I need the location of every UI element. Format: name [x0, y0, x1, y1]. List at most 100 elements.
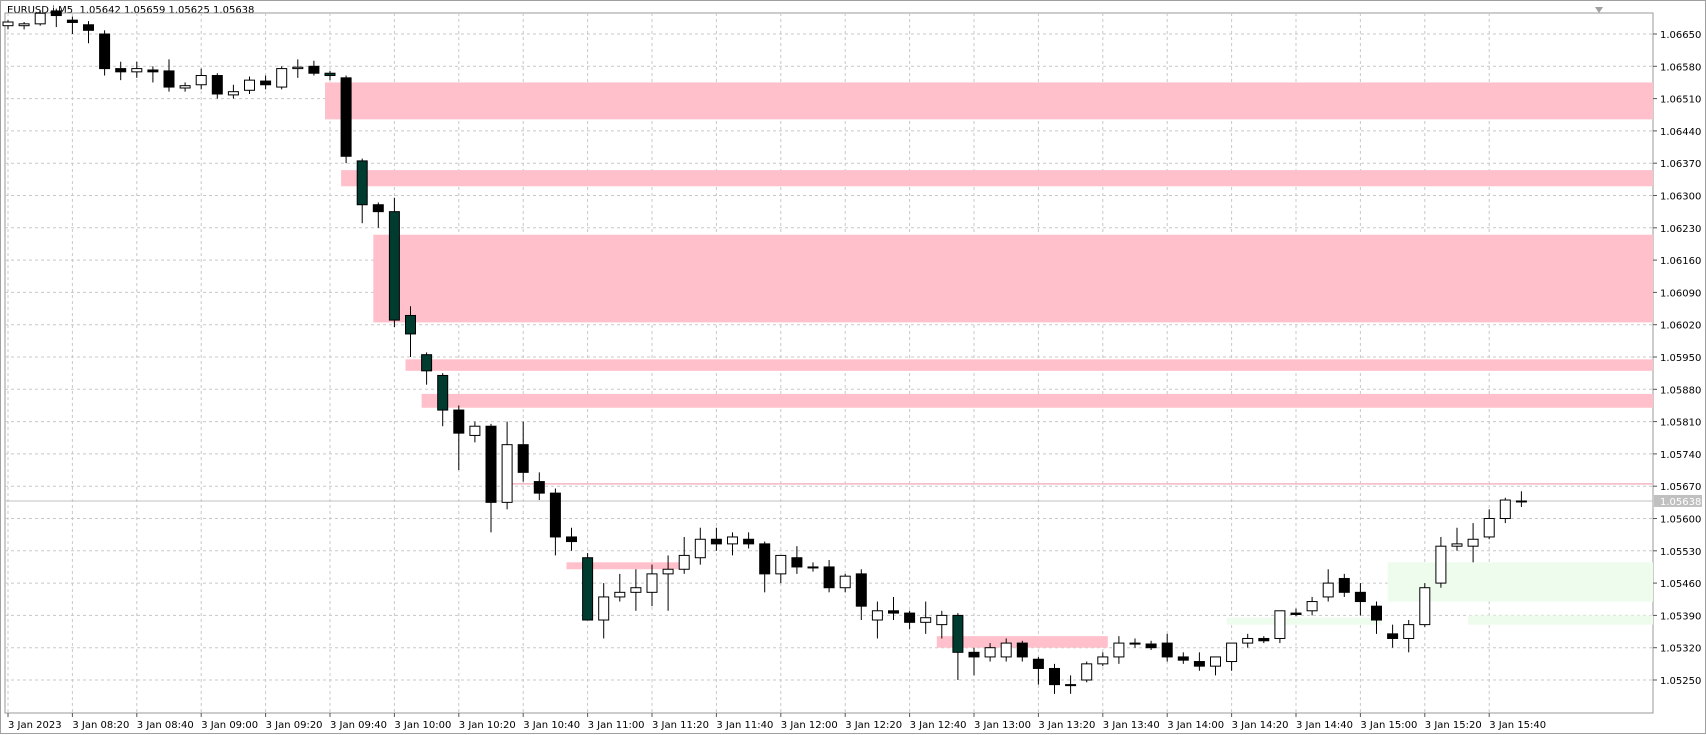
- candle-body: [469, 425, 481, 436]
- candle-body: [1065, 684, 1077, 687]
- candle-body: [83, 24, 94, 31]
- candle-body: [340, 77, 352, 157]
- x-tick-label: 3 Jan 2023: [8, 720, 62, 731]
- candle-body: [1322, 582, 1334, 598]
- x-tick-label: 3 Jan 09:40: [330, 720, 387, 731]
- y-tick-label: 1.06580: [1660, 62, 1701, 73]
- candle-body: [1097, 656, 1109, 665]
- y-tick-label: 1.06020: [1660, 321, 1701, 332]
- x-tick-label: 3 Jan 11:20: [652, 720, 709, 731]
- x-tick-label: 3 Jan 15:40: [1489, 720, 1546, 731]
- candle-body: [501, 444, 513, 503]
- current-price-label: 1.05638: [1660, 497, 1701, 508]
- candle-body: [1000, 642, 1012, 658]
- candle-body: [549, 492, 561, 538]
- y-tick-label: 1.06440: [1660, 127, 1701, 138]
- candle-body: [179, 85, 191, 89]
- candle-body: [1419, 587, 1431, 626]
- candle-body: [1210, 656, 1221, 667]
- candle-body: [710, 538, 722, 545]
- candle-body: [598, 596, 610, 621]
- y-tick-label: 1.06160: [1660, 256, 1701, 267]
- candle-body: [791, 557, 803, 568]
- candle-body: [775, 554, 787, 575]
- y-tick-label: 1.06370: [1660, 159, 1701, 170]
- chart-info-header: EURUSD.i,M5 1.05642 1.05659 1.05625 1.05…: [7, 5, 254, 16]
- candle-body: [115, 68, 127, 73]
- candle-body: [1435, 545, 1447, 584]
- candle-body: [1258, 637, 1270, 642]
- candle-body: [888, 610, 899, 614]
- candle-body: [50, 10, 62, 17]
- candle-body: [18, 23, 30, 27]
- y-tick-label: 1.05390: [1660, 611, 1701, 622]
- ohlc-values: 1.05642 1.05659 1.05625 1.05638: [79, 5, 255, 16]
- candle-body: [1274, 610, 1286, 639]
- x-tick-label: 3 Jan 14:40: [1296, 720, 1353, 731]
- bullish-zone: [1387, 562, 1653, 602]
- candle-body: [66, 19, 78, 23]
- candle-body: [1129, 642, 1141, 645]
- candle-body: [1081, 663, 1093, 681]
- x-tick-label: 3 Jan 12:00: [781, 720, 838, 731]
- candle-body: [227, 91, 239, 96]
- x-tick-label: 3 Jan 08:20: [72, 720, 129, 731]
- candle-body: [1016, 642, 1028, 658]
- y-tick-label: 1.05810: [1660, 418, 1701, 429]
- y-tick-label: 1.05460: [1660, 579, 1701, 590]
- candle-body: [1338, 577, 1350, 593]
- y-tick-label: 1.06300: [1660, 192, 1701, 203]
- candle-body: [388, 211, 400, 321]
- x-tick-label: 3 Jan 11:00: [588, 720, 645, 731]
- bearish-zone: [373, 234, 1653, 323]
- candle-body: [823, 566, 835, 589]
- bearish-zone: [341, 170, 1654, 187]
- candle-body: [1371, 605, 1382, 621]
- candle-body: [292, 66, 304, 70]
- bullish-zone: [1468, 615, 1653, 625]
- candle-body: [99, 33, 111, 70]
- y-tick-label: 1.06510: [1660, 95, 1701, 106]
- x-tick-label: 3 Jan 09:20: [266, 720, 323, 731]
- y-tick-label: 1.06230: [1660, 224, 1701, 235]
- candle-body: [131, 68, 143, 73]
- y-tick-label: 1.05950: [1660, 353, 1701, 364]
- candle-body: [662, 568, 674, 575]
- candle-body: [1226, 642, 1238, 663]
- candle-body: [743, 538, 755, 545]
- candle-body: [437, 374, 449, 411]
- x-tick-label: 3 Jan 13:20: [1038, 720, 1095, 731]
- candle-body: [260, 80, 272, 86]
- candle-body: [1467, 538, 1479, 547]
- x-tick-label: 3 Jan 10:40: [523, 720, 580, 731]
- candle-body: [1113, 642, 1125, 658]
- candle-body: [1515, 500, 1527, 503]
- candle-body: [678, 554, 690, 570]
- candle-body: [694, 538, 706, 559]
- x-tick-label: 3 Jan 08:40: [137, 720, 194, 731]
- candle-body: [759, 543, 771, 575]
- candle-body: [582, 557, 594, 621]
- candle-body: [1387, 633, 1399, 639]
- x-tick-label: 3 Jan 15:00: [1360, 720, 1417, 731]
- candle-body: [614, 591, 626, 598]
- candle-body: [1161, 642, 1173, 658]
- y-tick-label: 1.05740: [1660, 450, 1701, 461]
- y-tick-label: 1.06090: [1660, 288, 1701, 299]
- y-tick-label: 1.06650: [1660, 30, 1701, 41]
- candle-body: [453, 409, 465, 434]
- candle-body: [646, 573, 658, 593]
- x-tick-label: 3 Jan 13:00: [974, 720, 1031, 731]
- bearish-zone: [325, 82, 1653, 120]
- candle-body: [727, 536, 738, 545]
- current-price-tag: [1654, 494, 1702, 507]
- x-tick-label: 3 Jan 12:20: [845, 720, 902, 731]
- candle-body: [839, 575, 851, 589]
- candle-body: [1306, 601, 1318, 612]
- y-tick-label: 1.05670: [1660, 482, 1701, 493]
- candle-body: [211, 75, 223, 95]
- candle-body: [936, 614, 948, 626]
- chart-shift-marker: [1595, 7, 1603, 13]
